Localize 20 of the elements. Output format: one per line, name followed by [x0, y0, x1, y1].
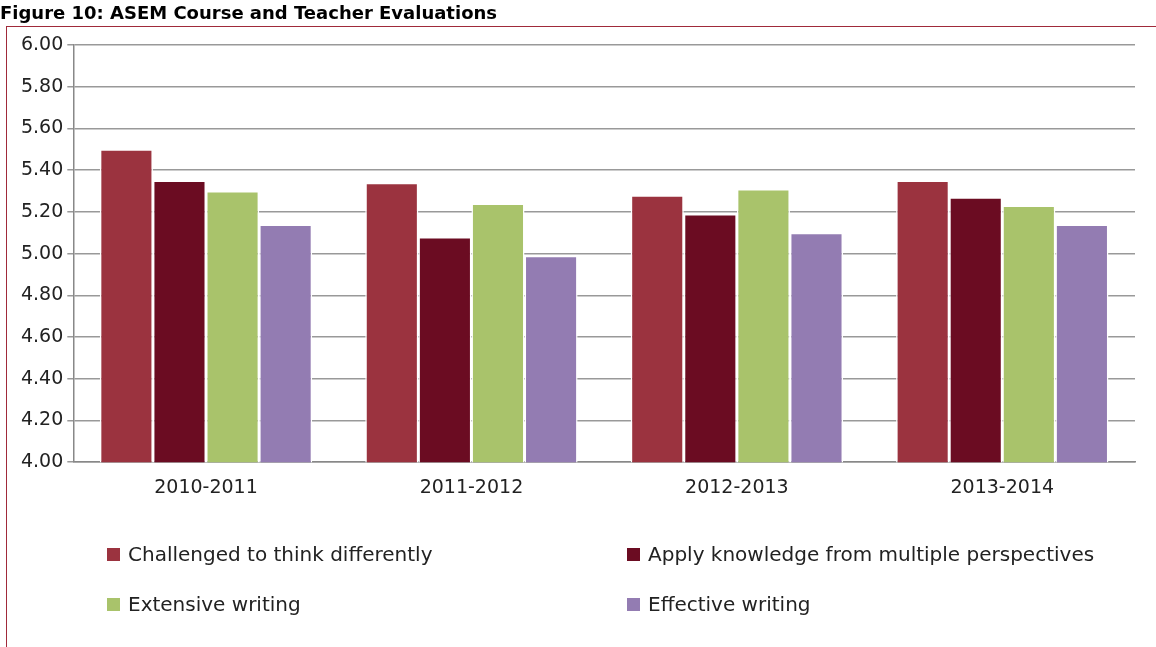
y-tick-label: 4.00: [20, 449, 64, 472]
y-tick-label: 4.20: [20, 407, 64, 430]
legend-label: Challenged to think differently: [128, 542, 433, 566]
legend-label: Extensive writing: [128, 592, 301, 616]
y-tick-label: 4.40: [20, 365, 64, 388]
x-tick-label: 2011-2012: [419, 474, 524, 497]
y-tick-label: 5.80: [20, 73, 64, 96]
y-tick-label: 4.80: [20, 282, 64, 305]
y-tick-label: 6.00: [20, 31, 64, 54]
legend-label: Effective writing: [648, 592, 811, 616]
y-tick-label: 5.20: [20, 198, 64, 221]
chart-title: Figure 10: ASEM Course and Teacher Evaluations: [0, 2, 498, 23]
x-tick-label: 2010-2011: [154, 474, 258, 497]
legend-label: Apply knowledge from multiple perspectives: [648, 542, 1095, 566]
y-tick-label: 5.60: [20, 115, 64, 138]
x-tick-label: 2013-2014: [950, 474, 1055, 497]
x-tick-label: 2012-2013: [685, 474, 789, 497]
y-tick-label: 5.00: [20, 240, 64, 263]
y-tick-label: 4.60: [20, 323, 64, 346]
y-tick-label: 5.40: [20, 157, 64, 180]
